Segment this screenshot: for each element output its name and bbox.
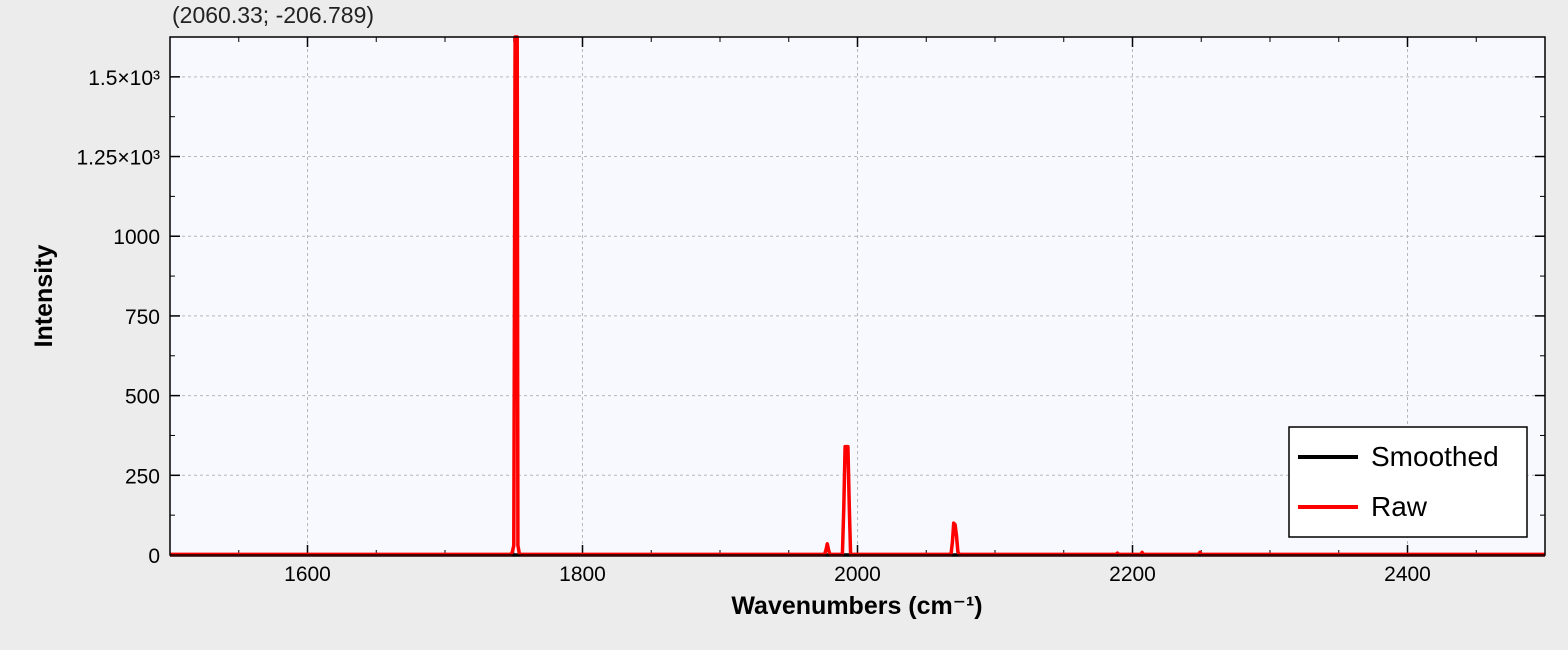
y-tick-label: 1.5×10³ xyxy=(88,67,160,90)
y-tick-label: 1000 xyxy=(113,226,160,249)
legend-box xyxy=(1288,426,1528,538)
y-tick-label: 0 xyxy=(148,545,160,568)
y-tick-labels: 0 250 500 750 1000 1.25×10³ 1.5×10³ xyxy=(77,67,161,568)
legend-label-raw: Raw xyxy=(1371,491,1428,522)
x-tick-label: 2400 xyxy=(1384,563,1431,586)
plot-frame xyxy=(169,36,1546,556)
x-axis-title: Wavenumbers (cm⁻¹) xyxy=(731,592,982,620)
x-tick-label: 2000 xyxy=(834,563,881,586)
grid xyxy=(170,37,1545,555)
y-axis-title: Intensity xyxy=(30,245,58,348)
y-tick-label: 1.25×10³ xyxy=(77,147,161,170)
x-tick-label: 2200 xyxy=(1109,563,1156,586)
y-tick-label: 500 xyxy=(125,386,160,409)
legend: Smoothed Raw xyxy=(1288,426,1528,538)
x-tick-label: 1600 xyxy=(284,563,331,586)
y-tick-label: 750 xyxy=(125,306,160,329)
x-tick-label: 1800 xyxy=(559,563,606,586)
y-tick-label: 250 xyxy=(125,465,160,488)
coordinate-readout: (2060.33; -206.789) xyxy=(172,2,375,28)
x-tick-labels: 1600 1800 2000 2200 2400 xyxy=(284,563,1431,586)
legend-label-smoothed: Smoothed xyxy=(1371,441,1499,472)
